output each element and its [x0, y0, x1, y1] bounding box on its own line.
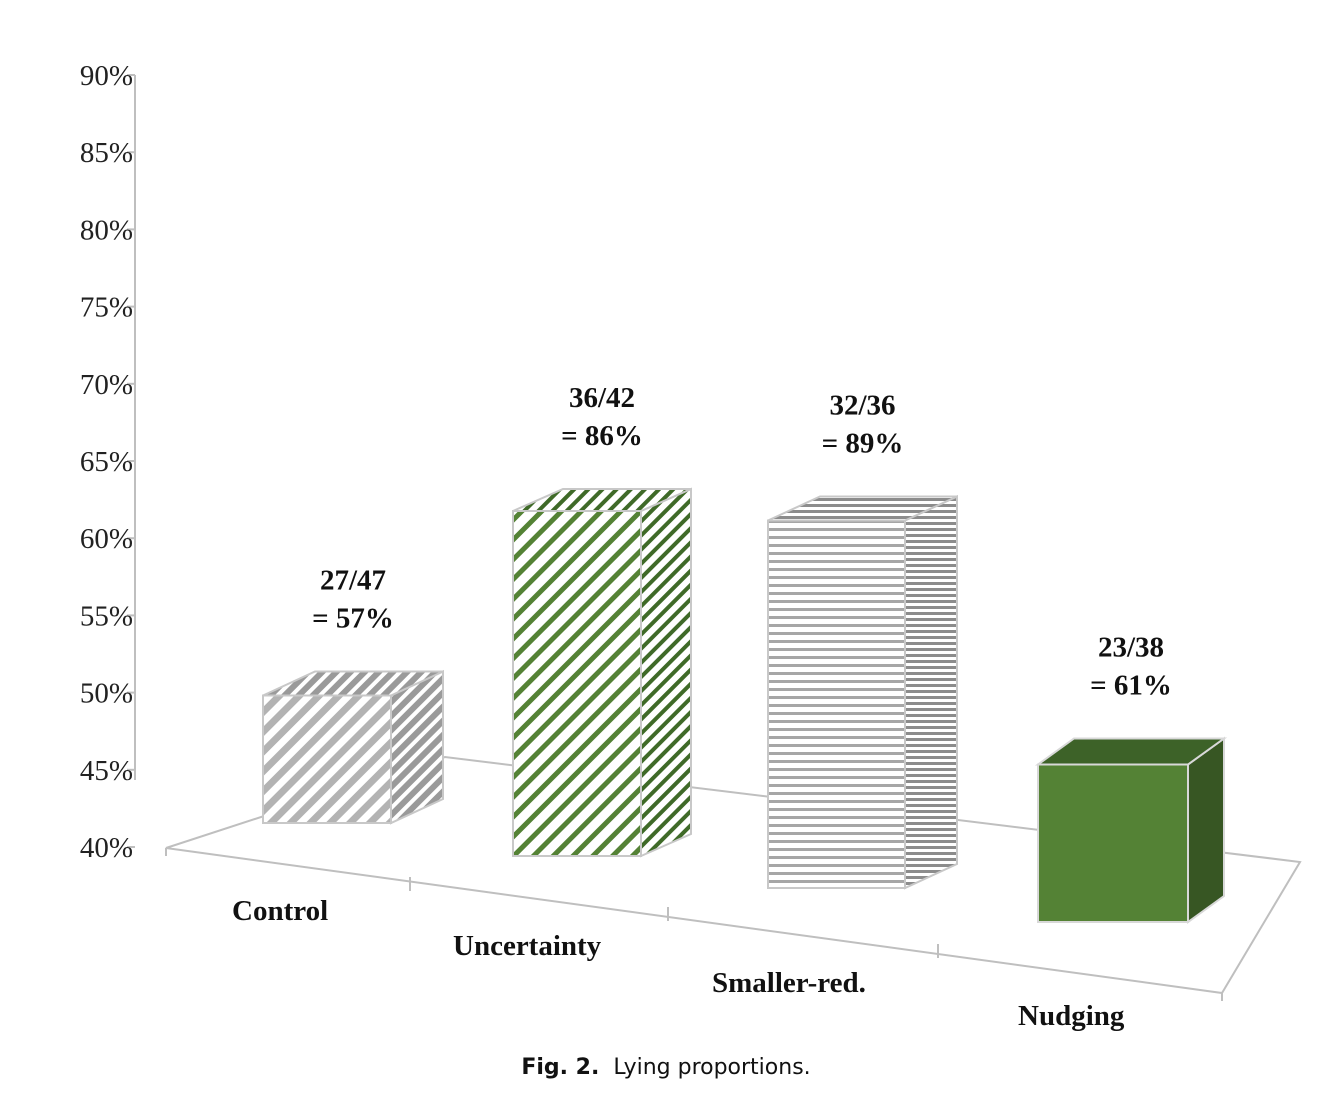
data-label: 23/38 = 61%: [1090, 632, 1172, 702]
data-label-line: = 86%: [561, 420, 643, 452]
data-label-line: 32/36: [829, 390, 895, 422]
data-label-line: = 61%: [1090, 670, 1172, 702]
figure-caption: Fig. 2. Lying proportions.: [0, 1055, 1332, 1080]
x-tick-label: Smaller-red.: [712, 967, 866, 999]
y-axis-ticks: 40% 45% 50% 55% 60% 65% 70% 75% 80% 85% 90%: [80, 60, 135, 864]
data-label: 36/42 = 86%: [561, 382, 643, 452]
bar-nudging: [1034, 736, 1228, 924]
bar-side-face: [1187, 736, 1225, 924]
bar-smaller-red: [767, 494, 958, 890]
data-label-line: = 89%: [822, 428, 904, 460]
y-tick-label: 70%: [80, 369, 133, 401]
bar-uncertainty: [512, 487, 692, 858]
data-label: 32/36 = 89%: [822, 390, 904, 460]
data-label-line: 27/47: [320, 565, 386, 597]
y-tick-label: 85%: [80, 137, 133, 169]
y-tick-label: 80%: [80, 214, 133, 246]
bar-side-face: [904, 494, 958, 890]
y-tick-label: 75%: [80, 292, 133, 324]
y-tick-label: 40%: [80, 832, 133, 864]
bar-control: [262, 669, 444, 825]
caption-text: Lying proportions.: [613, 1055, 811, 1080]
caption-figure-number: Fig. 2.: [521, 1055, 600, 1080]
bar-front-face: [512, 510, 642, 857]
data-labels: 27/47 = 57% 36/42 = 86% 32/36 = 89% 23/38 = 61%: [312, 382, 1172, 702]
y-tick-label: 65%: [80, 446, 133, 478]
y-tick-label: 60%: [80, 523, 133, 555]
bar-side-face: [640, 487, 692, 858]
data-label-line: = 57%: [312, 603, 394, 635]
x-tick-label: Uncertainty: [453, 930, 602, 962]
y-tick-label: 55%: [80, 600, 133, 632]
data-label: 27/47 = 57%: [312, 565, 394, 635]
chart-bars: [262, 487, 1228, 924]
y-tick-label: 45%: [80, 755, 133, 787]
x-axis-labels: Control Uncertainty Smaller-red. Nudging: [232, 895, 1125, 1032]
bar-chart: 40% 45% 50% 55% 60% 65% 70% 75% 80% 85% 90% Contro…: [80, 60, 1302, 1032]
data-label-line: 36/42: [569, 382, 635, 414]
y-tick-label: 50%: [80, 678, 133, 710]
bar-front-face: [262, 694, 392, 824]
y-tick-label: 90%: [80, 60, 133, 92]
bar-side-face: [390, 669, 444, 825]
x-tick-label: Control: [232, 895, 328, 927]
bar-front-face: [1037, 763, 1189, 923]
x-tick-label: Nudging: [1018, 1000, 1125, 1032]
bar-front-face: [767, 519, 906, 889]
data-label-line: 23/38: [1098, 632, 1164, 664]
